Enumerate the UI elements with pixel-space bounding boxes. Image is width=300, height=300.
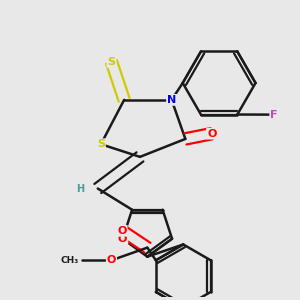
Text: S: S: [97, 139, 105, 149]
Text: O: O: [118, 234, 128, 244]
Text: F: F: [270, 110, 278, 120]
Text: S: S: [107, 57, 116, 67]
Text: N: N: [167, 95, 176, 105]
Text: O: O: [207, 129, 216, 139]
Text: H: H: [76, 184, 84, 194]
Text: CH₃: CH₃: [60, 256, 78, 265]
Text: O: O: [117, 226, 127, 236]
Text: O: O: [107, 255, 116, 265]
